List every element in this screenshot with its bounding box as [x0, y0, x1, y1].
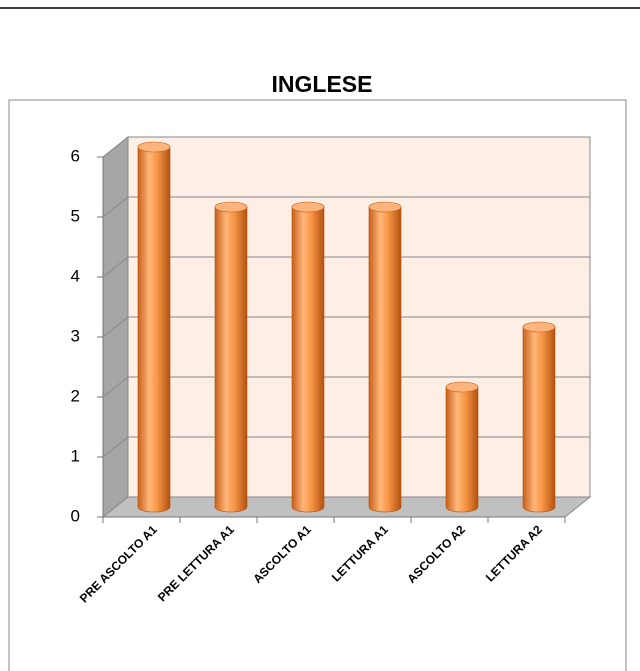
bar: [368, 206, 402, 513]
bar: [291, 206, 325, 513]
grid-line: [102, 256, 590, 278]
bar-top: [522, 321, 556, 333]
y-tick-label: 1: [71, 446, 80, 465]
bar: [445, 386, 479, 513]
bar-top: [214, 201, 248, 213]
bar: [137, 146, 171, 513]
grid-line: [102, 376, 590, 398]
chart-title: INGLESE: [272, 71, 373, 97]
bar: [522, 326, 556, 513]
bar: [214, 206, 248, 513]
bar-top: [291, 201, 325, 213]
y-tick-label: 3: [71, 326, 80, 345]
y-tick-label: 0: [71, 506, 80, 525]
bar-top: [445, 381, 479, 393]
y-tick-label: 4: [71, 266, 80, 285]
y-tick-label: 5: [71, 206, 80, 225]
y-tick-label: 6: [71, 146, 80, 165]
grid-line: [102, 196, 590, 218]
grid-line: [102, 316, 590, 338]
floor: [101, 496, 592, 518]
grid-line: [102, 436, 590, 458]
y-tick-label: 2: [71, 386, 80, 405]
grid-line: [102, 136, 590, 158]
bar-top: [368, 201, 402, 213]
bar-top: [137, 141, 171, 153]
